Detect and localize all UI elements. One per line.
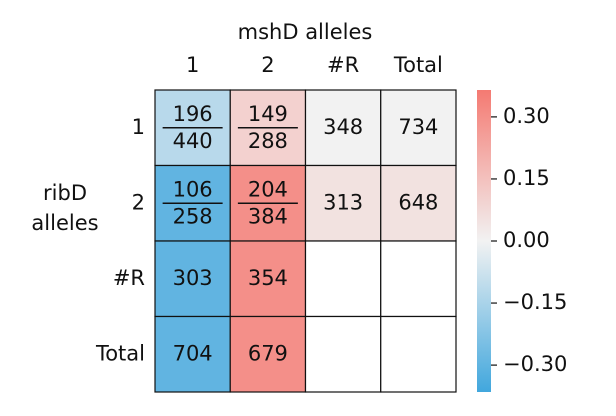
cell xyxy=(380,164,457,242)
numerator: 196 xyxy=(173,102,213,126)
numerator: 149 xyxy=(248,102,288,126)
cell xyxy=(229,315,307,393)
colorbar-tick-label: −0.15 xyxy=(503,290,567,314)
cell xyxy=(304,164,382,242)
cell-label: 704 xyxy=(173,341,213,365)
cell-label: 313 xyxy=(323,190,363,214)
cell xyxy=(380,315,457,393)
row-label: #R xyxy=(113,266,145,290)
colorbar xyxy=(477,90,491,392)
x-axis-title: mshD alleles xyxy=(238,20,373,44)
cell xyxy=(304,240,382,318)
cell-label: 648 xyxy=(398,190,438,214)
row-label: 2 xyxy=(132,190,145,214)
colorbar-tick-label: −0.30 xyxy=(503,352,567,376)
cell-label: 734 xyxy=(398,115,438,139)
column-label: #R xyxy=(327,53,359,77)
cell-label: 354 xyxy=(248,266,288,290)
column-label: Total xyxy=(393,53,443,77)
numerator: 106 xyxy=(173,177,213,201)
cell xyxy=(229,240,307,318)
cell xyxy=(380,89,457,167)
row-label: Total xyxy=(95,341,145,365)
cell-label: 303 xyxy=(173,266,213,290)
colorbar-tick-label: 0.00 xyxy=(503,228,550,252)
cell-label: 679 xyxy=(248,341,288,365)
cell-label: 348 xyxy=(323,115,363,139)
row-label: 1 xyxy=(132,115,145,139)
y-axis-title: ribD alleles xyxy=(31,181,99,235)
denominator: 440 xyxy=(173,129,213,153)
denominator: 288 xyxy=(248,129,288,153)
cell xyxy=(380,240,457,318)
denominator: 258 xyxy=(173,204,213,228)
denominator: 384 xyxy=(248,204,288,228)
column-label: 1 xyxy=(186,53,199,77)
cell xyxy=(304,89,382,167)
colorbar-tick-label: 0.30 xyxy=(503,104,550,128)
colorbar-tick-label: 0.15 xyxy=(503,166,550,190)
column-label: 2 xyxy=(261,53,274,77)
cell xyxy=(304,315,382,393)
numerator: 204 xyxy=(248,177,288,201)
